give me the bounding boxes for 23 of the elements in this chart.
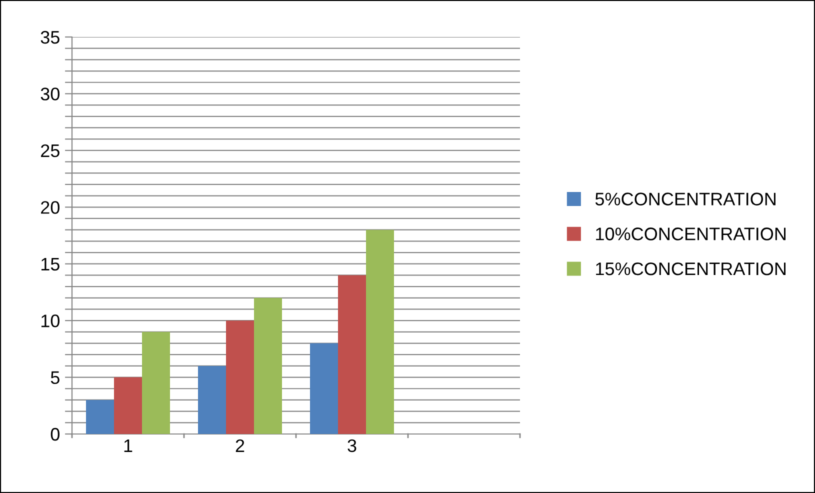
y-tick-label: 0 <box>50 428 60 441</box>
y-tick-label: 20 <box>41 201 60 214</box>
legend-label: 5%CONCENTRATION <box>595 192 776 206</box>
bar <box>114 377 142 434</box>
x-tick-label: 1 <box>124 440 132 452</box>
bar <box>338 275 366 434</box>
bar <box>254 298 282 434</box>
bar <box>142 332 170 434</box>
bar <box>310 343 338 434</box>
x-tick-label: 2 <box>236 439 244 452</box>
y-tick-label: 35 <box>40 30 60 44</box>
y-tick-label: 10 <box>41 314 60 328</box>
y-tick-label: 5 <box>50 371 60 384</box>
legend-label: 10%CONCENTRATION <box>596 228 786 240</box>
legend-label: 15%CONCENTRATION <box>596 262 786 276</box>
y-tick-label: 30 <box>40 88 60 100</box>
x-tick-label: 3 <box>348 439 356 452</box>
bar <box>226 320 254 434</box>
bar <box>366 230 394 434</box>
y-tick-label: 15 <box>41 258 60 271</box>
bar <box>198 366 226 434</box>
y-tick-label: 25 <box>41 144 60 158</box>
bar <box>86 400 114 434</box>
